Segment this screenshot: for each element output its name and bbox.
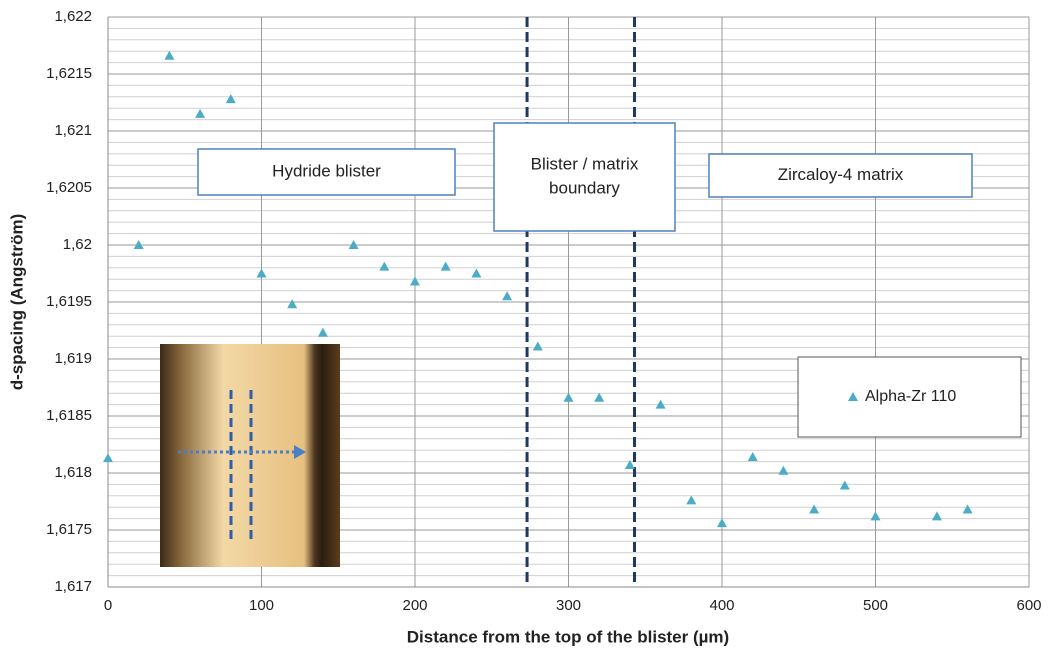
y-tick-label: 1,6205	[46, 179, 92, 196]
data-point	[348, 240, 359, 249]
data-point	[287, 299, 298, 309]
inset-arrowhead	[294, 445, 306, 459]
y-tick-label: 1,6215	[46, 65, 92, 82]
annotation-text: Zircaloy-4 matrix	[778, 165, 904, 184]
legend-label: Alpha-Zr 110	[865, 388, 956, 405]
x-tick-label: 300	[556, 597, 581, 614]
x-tick-label: 400	[709, 597, 734, 614]
annotation-text: Blister / matrix	[531, 154, 639, 173]
y-tick-label: 1,6175	[46, 521, 92, 538]
data-point	[471, 268, 482, 278]
data-point	[747, 452, 758, 462]
data-point	[839, 480, 850, 490]
data-point	[532, 341, 543, 351]
x-axis-title: Distance from the top of the blister (µm…	[407, 627, 729, 646]
annotation-box	[493, 122, 676, 232]
legend-box	[797, 356, 1022, 438]
legend-marker	[848, 392, 858, 401]
data-point	[563, 392, 574, 402]
data-point	[686, 495, 697, 505]
data-point	[655, 399, 666, 409]
y-tick-label: 1,618	[54, 464, 92, 481]
annotation-box	[197, 148, 456, 196]
y-axis-title: d-spacing (Angström)	[7, 214, 26, 391]
data-point	[778, 465, 789, 475]
data-point	[594, 392, 605, 402]
y-tick-label: 1,621	[54, 122, 92, 139]
y-tick-label: 1,619	[54, 350, 92, 367]
x-tick-label: 500	[863, 597, 888, 614]
data-point	[379, 261, 390, 271]
data-point	[410, 276, 420, 286]
micrograph	[160, 344, 340, 567]
data-point	[195, 108, 206, 118]
data-point	[931, 511, 942, 521]
micrograph-inset	[160, 344, 340, 567]
data-point	[317, 327, 328, 337]
data-point	[962, 504, 973, 514]
y-tick-label: 1,622	[54, 8, 92, 25]
data-point	[870, 511, 881, 521]
data-point	[225, 94, 236, 104]
annotation-text: Hydride blister	[272, 161, 381, 180]
x-tick-label: 600	[1016, 597, 1041, 614]
annotation-text: boundary	[549, 178, 620, 197]
y-tick-label: 1,617	[54, 578, 92, 595]
data-point	[809, 504, 820, 514]
data-point	[164, 50, 175, 60]
data-point	[440, 261, 451, 271]
data-point	[717, 518, 727, 528]
data-point	[256, 268, 267, 278]
marks: Hydride blister Blister / matrix boundary Z…	[103, 17, 1022, 587]
data-point	[502, 291, 513, 301]
data-point	[624, 460, 635, 470]
y-tick-label: 1,62	[63, 236, 92, 253]
x-tick-label: 100	[249, 597, 274, 614]
y-tick-label: 1,6185	[46, 407, 92, 424]
annotation-box	[708, 153, 973, 198]
data-point	[103, 453, 113, 463]
x-tick-label: 0	[104, 597, 112, 614]
y-tick-label: 1,6195	[46, 293, 92, 310]
x-tick-label: 200	[402, 597, 427, 614]
data-point	[133, 240, 144, 249]
